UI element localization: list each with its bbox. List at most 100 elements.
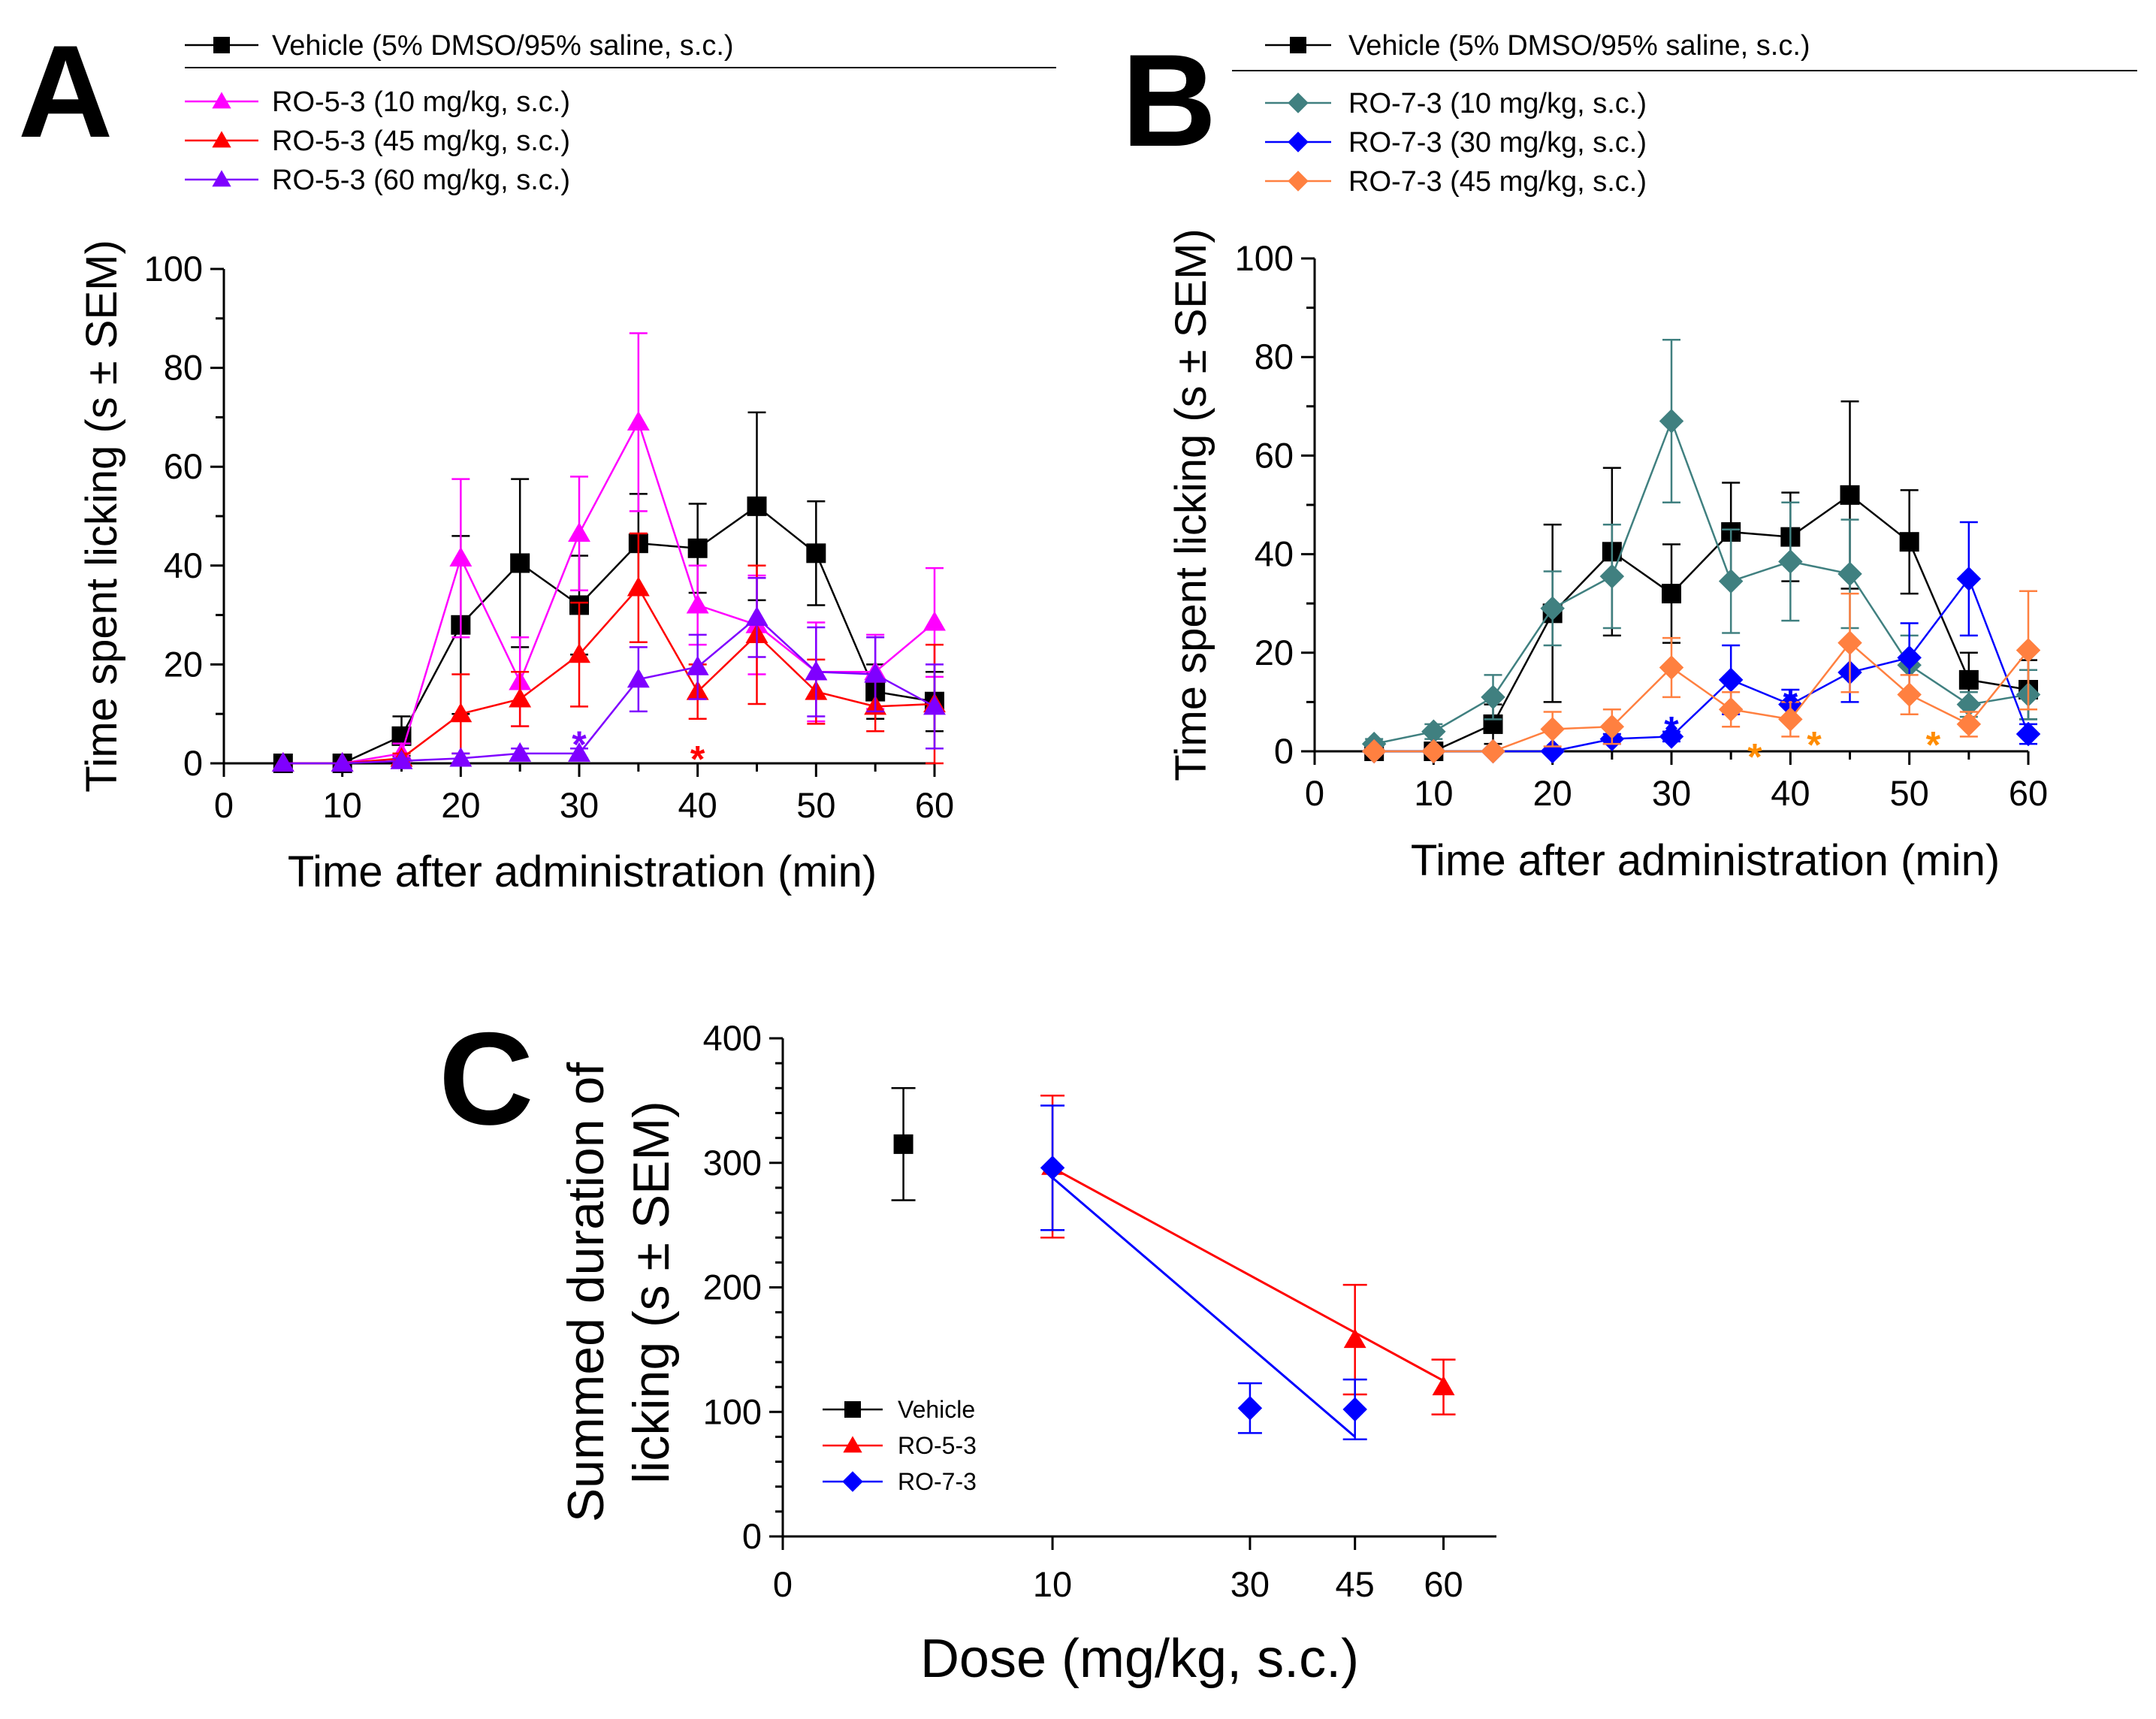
data-point (390, 749, 413, 769)
data-point (1956, 566, 1982, 591)
series-vehicle (273, 411, 944, 773)
series-dose-2 (271, 532, 946, 772)
legend-label: Vehicle (5% DMSO/95% saline, s.c.) (1348, 30, 1810, 62)
data-point (1237, 1396, 1263, 1421)
legend-label: RO-5-3 (898, 1432, 977, 1459)
x-tick-label: 60 (2009, 773, 2048, 813)
data-point (864, 663, 887, 683)
significance-star: * (1747, 736, 1762, 778)
data-point (1481, 739, 1505, 764)
data-point (1599, 714, 1625, 739)
panel-b: B 0 10 20 30 40 50 60 0 20 40 60 80 100 Time after adm… (1122, 28, 2137, 885)
data-point (687, 538, 708, 558)
data-point (1718, 569, 1744, 594)
panel-a: A 0 10 20 30 40 50 60 0 20 40 60 80 100 Time after adm… (18, 19, 1056, 896)
data-point (2016, 721, 2041, 747)
data-point (1659, 655, 1684, 680)
data-point (568, 742, 590, 762)
data-point (745, 606, 768, 626)
series-line (282, 586, 935, 765)
series-line (282, 505, 935, 765)
data-point (2016, 638, 2041, 663)
x-tick-label: 0 (214, 785, 234, 825)
series-ro-5-3 (1040, 1094, 1456, 1415)
x-tick-label: 40 (678, 785, 717, 825)
legend-label: Vehicle (898, 1396, 975, 1423)
data-point (1540, 739, 1565, 764)
legend-marker (842, 1471, 863, 1492)
y-tick-label: 80 (1255, 337, 1294, 376)
data-point (1659, 409, 1684, 434)
legend-marker (843, 1436, 862, 1453)
data-point (1662, 584, 1681, 604)
data-point (509, 687, 532, 708)
data-point (1897, 682, 1922, 707)
significance-star: * (1783, 682, 1798, 724)
x-tick-label: 20 (441, 785, 480, 825)
series-dose-1 (1361, 338, 2041, 757)
y-tick-label: 0 (183, 743, 203, 783)
x-axis-title: Time after administration (min) (288, 847, 877, 896)
data-point (1342, 1397, 1367, 1422)
series-line (1373, 418, 2029, 745)
data-point (893, 1134, 913, 1154)
data-point (923, 695, 946, 715)
data-point (568, 643, 590, 663)
data-point (1540, 717, 1565, 742)
legend-marker (212, 92, 231, 109)
legend-label: RO-5-3 (45 mg/kg, s.c.) (272, 125, 570, 157)
x-tick-label: 45 (1336, 1564, 1375, 1604)
x-tick-label: 0 (1305, 773, 1324, 813)
legend-label: RO-7-3 (898, 1468, 977, 1495)
data-point (627, 668, 650, 688)
data-point (686, 655, 709, 675)
data-point (806, 543, 826, 563)
data-point (568, 522, 590, 542)
y-tick-label: 40 (164, 545, 203, 585)
legend-label: RO-7-3 (45 mg/kg, s.c.) (1348, 166, 1647, 198)
panel-letter: C (439, 1006, 533, 1153)
series-ro-7-3 (1040, 1104, 1367, 1440)
x-tick-label: 30 (560, 785, 599, 825)
series-dose-3 (271, 577, 946, 772)
legend-marker (1288, 92, 1309, 113)
x-tick-label: 30 (1230, 1564, 1270, 1604)
data-point (1899, 532, 1919, 552)
legend-marker (1288, 171, 1309, 192)
x-tick-label: 10 (323, 785, 362, 825)
significance-star: * (1807, 724, 1822, 766)
data-point (271, 752, 294, 772)
data-point (1540, 596, 1565, 621)
series-line (282, 419, 935, 765)
y-tick-label: 200 (703, 1267, 762, 1307)
data-point (1432, 1376, 1455, 1396)
x-tick-label: 0 (773, 1564, 793, 1604)
y-axis-title: Summed duration of (557, 1062, 614, 1522)
y-tick-label: 400 (703, 1018, 762, 1058)
series-dose-3 (1361, 590, 2041, 764)
y-tick-label: 0 (1274, 731, 1294, 771)
legend-label: RO-5-3 (60 mg/kg, s.c.) (272, 165, 570, 196)
data-point (331, 752, 354, 772)
y-tick-label: 40 (1255, 534, 1294, 574)
x-tick-label: 20 (1533, 773, 1572, 813)
data-point (1343, 1328, 1366, 1349)
y-tick-label: 300 (703, 1143, 762, 1183)
x-tick-label: 40 (1771, 773, 1810, 813)
series-vehicle (891, 1087, 916, 1201)
legend-label: RO-7-3 (30 mg/kg, s.c.) (1348, 127, 1647, 159)
data-point (805, 660, 828, 681)
data-point (1837, 630, 1862, 655)
series-dose-1 (271, 332, 946, 772)
y-tick-label: 80 (164, 348, 203, 388)
data-point (1778, 707, 1803, 732)
data-point (1361, 739, 1387, 764)
y-tick-label: 0 (742, 1516, 762, 1556)
regression-line (1052, 1167, 1445, 1382)
legend-label: RO-7-3 (10 mg/kg, s.c.) (1348, 88, 1647, 119)
x-tick-label: 50 (796, 785, 835, 825)
data-point (1421, 739, 1446, 764)
legend-marker (844, 1401, 861, 1418)
y-tick-label: 100 (1235, 238, 1294, 278)
data-point (1718, 667, 1744, 693)
